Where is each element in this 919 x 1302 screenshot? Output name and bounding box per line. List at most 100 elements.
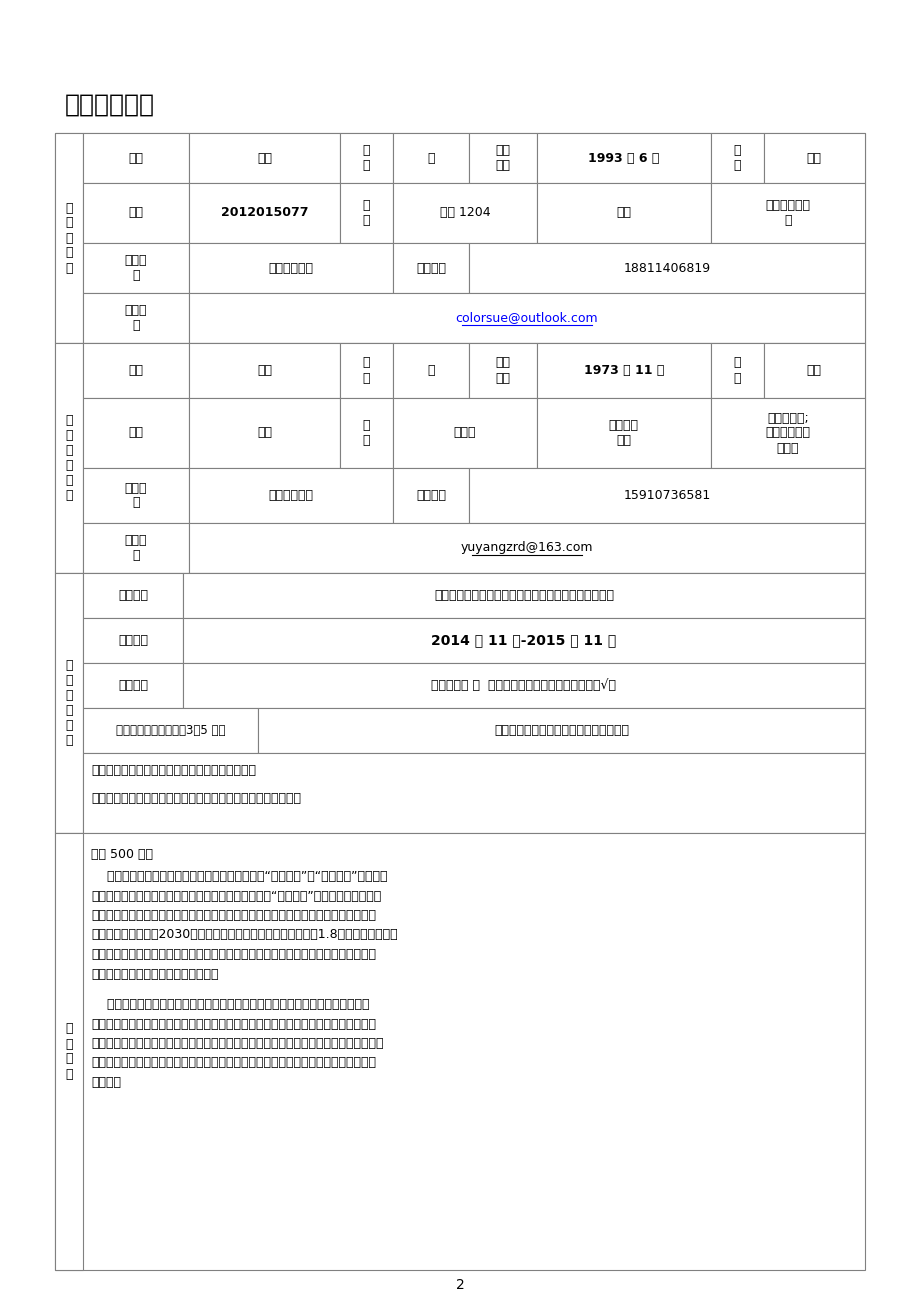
Bar — [188, 293, 864, 342]
Text: 18811406819: 18811406819 — [622, 262, 709, 275]
Bar — [468, 467, 864, 523]
Bar — [468, 342, 536, 398]
Bar — [536, 342, 710, 398]
Bar — [392, 243, 468, 293]
Text: 汉族: 汉族 — [806, 151, 821, 164]
Text: 汉族: 汉族 — [806, 365, 821, 378]
Text: 出生
年月: 出生 年月 — [494, 145, 510, 172]
Text: 申
请
者
信
息: 申 请 者 信 息 — [65, 202, 73, 275]
Text: 研究属性: 研究属性 — [118, 680, 148, 691]
Text: 养老金对商业银行传统业务储蓄业务的替代效应的研究: 养老金对商业银行传统业务储蓄业务的替代效应的研究 — [434, 589, 613, 602]
Text: 经济管理学院: 经济管理学院 — [268, 490, 313, 503]
Text: 随着我国步入老龄化社会，人口红利逐渐消失，“銀发金融”和“金融脱媒”的趋势不
断发展，商业银行作为国民经济中重要的金融支柱，在“养老金融”这一片蓝海中，扮演
者: 随着我国步入老龄化社会，人口红利逐渐消失，“銀发金融”和“金融脱媒”的趋势不 断… — [91, 870, 397, 980]
Bar — [340, 133, 392, 184]
Bar — [183, 663, 864, 708]
Text: 联系电话: 联系电话 — [415, 490, 446, 503]
Text: 电子邮
件: 电子邮 件 — [125, 303, 147, 332]
Bar — [188, 243, 392, 293]
Text: 一、基本信息: 一、基本信息 — [65, 92, 154, 117]
Bar — [536, 398, 710, 467]
Bar — [536, 184, 710, 243]
Text: 姓名: 姓名 — [129, 151, 143, 164]
Bar — [257, 708, 864, 753]
Bar — [55, 133, 83, 342]
Text: 国际经济与贸
易: 国际经济与贸 易 — [765, 199, 810, 227]
Text: 关键词（用分号分开，3－5 个）: 关键词（用分号分开，3－5 个） — [116, 724, 225, 737]
Bar — [710, 342, 763, 398]
Bar — [188, 133, 340, 184]
Bar — [83, 708, 257, 753]
Text: 性
别: 性 别 — [362, 357, 370, 384]
Bar — [83, 618, 183, 663]
Text: 经济学，金融学（交叉），会计学（交叉），公司理财（交叉）: 经济学，金融学（交叉），会计学（交叉），公司理财（交叉） — [91, 792, 301, 805]
Text: 1973 年 11 月: 1973 年 11 月 — [583, 365, 664, 378]
Bar — [55, 573, 83, 833]
Text: 专业: 专业 — [616, 207, 630, 220]
Text: 联系电话: 联系电话 — [415, 262, 446, 275]
Bar — [55, 833, 83, 1269]
Text: 研究期限: 研究期限 — [118, 634, 148, 647]
Text: 刘溪: 刘溪 — [256, 151, 272, 164]
Text: 民
族: 民 族 — [732, 145, 740, 172]
Text: 所在学
院: 所在学 院 — [125, 482, 147, 509]
Text: 国贸 1204: 国贸 1204 — [439, 207, 490, 220]
Bar — [188, 467, 392, 523]
Text: 人口经济学;
国际贸易理论
与政策: 人口经济学; 国际贸易理论 与政策 — [765, 411, 810, 454]
Text: 2014 年 11 月-2015 年 11 月: 2014 年 11 月-2015 年 11 月 — [431, 634, 616, 647]
Text: 主要研究
方向: 主要研究 方向 — [608, 419, 638, 447]
Bar — [55, 573, 864, 833]
Text: （限 500 字）: （限 500 字） — [91, 848, 153, 861]
Text: yuyangzrd@163.com: yuyangzrd@163.com — [460, 542, 593, 555]
Bar — [55, 342, 864, 573]
Bar — [392, 184, 536, 243]
Bar — [83, 753, 864, 833]
Bar — [183, 573, 864, 618]
Bar — [392, 133, 468, 184]
Bar — [55, 833, 864, 1269]
Text: 学位: 学位 — [129, 427, 143, 440]
Text: 15910736581: 15910736581 — [622, 490, 709, 503]
Bar — [392, 342, 468, 398]
Text: 2012015077: 2012015077 — [221, 207, 308, 220]
Text: 电子邮
件: 电子邮 件 — [125, 534, 147, 562]
Text: 项目名称: 项目名称 — [118, 589, 148, 602]
Text: 养老金；商业银行；储蓄业务；替代效应: 养老金；商业银行；储蓄业务；替代效应 — [494, 724, 629, 737]
Bar — [55, 133, 864, 342]
Bar — [83, 342, 188, 398]
Text: 副教授: 副教授 — [453, 427, 476, 440]
Bar — [188, 342, 340, 398]
Bar — [83, 398, 188, 467]
Bar — [392, 467, 468, 523]
Bar — [710, 398, 864, 467]
Bar — [83, 243, 188, 293]
Bar — [83, 293, 188, 342]
Bar — [183, 618, 864, 663]
Bar — [763, 133, 864, 184]
Text: 基础研究（ ）  应用基础研究（）人文社科研究（√）: 基础研究（ ） 应用基础研究（）人文社科研究（√） — [431, 680, 616, 691]
Bar — [83, 184, 188, 243]
Bar — [710, 184, 864, 243]
Text: 于洋: 于洋 — [256, 365, 272, 378]
Text: 指
导
教
师
信
息: 指 导 教 师 信 息 — [65, 414, 73, 503]
Bar — [468, 243, 864, 293]
Text: 目前的很多论文对于养老金对商业银行传统业务的替代效应的研究仅停留在经济
分析上，很少运用数学模型进行科学合理的实证分析。本项目在于研究养老金对于商业
银行行传统: 目前的很多论文对于养老金对商业银行传统业务的替代效应的研究仅停留在经济 分析上，… — [91, 999, 383, 1088]
Text: 1993 年 6 月: 1993 年 6 月 — [587, 151, 659, 164]
Text: 女: 女 — [426, 151, 434, 164]
Bar — [710, 133, 763, 184]
Text: 是否属于交叉研究领域，并注明是哪些领域的交叉: 是否属于交叉研究领域，并注明是哪些领域的交叉 — [91, 764, 255, 777]
Bar — [340, 398, 392, 467]
Bar — [763, 342, 864, 398]
Text: 姓名: 姓名 — [129, 365, 143, 378]
Text: 项
目
基
本
信
息: 项 目 基 本 信 息 — [65, 659, 73, 747]
Text: 项
目
摘
要: 项 目 摘 要 — [65, 1022, 73, 1081]
Bar — [340, 342, 392, 398]
Bar — [83, 467, 188, 523]
Text: 博士: 博士 — [256, 427, 272, 440]
Text: 出生
年月: 出生 年月 — [494, 357, 510, 384]
Bar — [392, 398, 536, 467]
Bar — [83, 573, 183, 618]
Text: 性
别: 性 别 — [362, 145, 370, 172]
Bar — [536, 133, 710, 184]
Text: 经济管理学院: 经济管理学院 — [268, 262, 313, 275]
Text: 民
族: 民 族 — [732, 357, 740, 384]
